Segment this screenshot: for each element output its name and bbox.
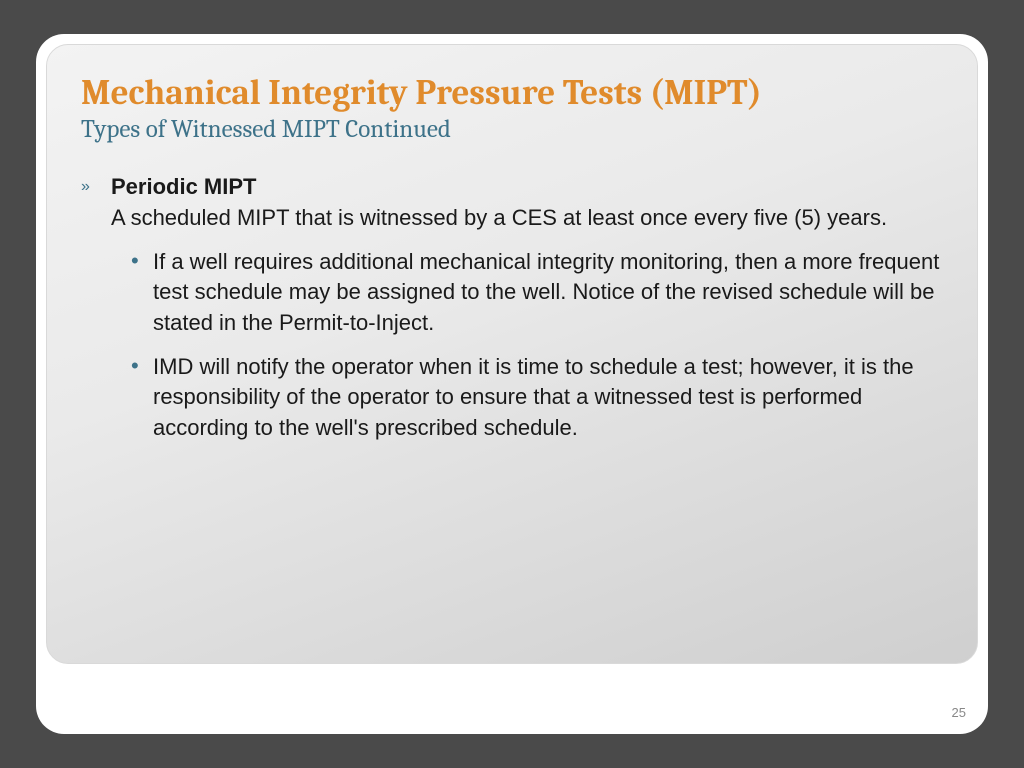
sub-bullet-group: • If a well requires additional mechanic… [131,247,943,443]
bullet-text: If a well requires additional mechanical… [153,247,943,338]
slide-card: Mechanical Integrity Pressure Tests (MIP… [36,34,988,734]
bullet-text: IMD will notify the operator when it is … [153,352,943,443]
bullet-level2: • If a well requires additional mechanic… [131,247,943,338]
bullet-marker-chevron-icon: » [81,172,111,233]
slide-title: Mechanical Integrity Pressure Tests (MIP… [81,73,943,113]
slide-content-panel: Mechanical Integrity Pressure Tests (MIP… [46,44,978,664]
slide-body: » Periodic MIPT A scheduled MIPT that is… [81,172,943,443]
bullet-body: A scheduled MIPT that is witnessed by a … [111,205,887,230]
bullet-level2: • IMD will notify the operator when it i… [131,352,943,443]
bullet-marker-dot-icon: • [131,352,153,443]
bullet-heading: Periodic MIPT [111,174,256,199]
bullet-text: Periodic MIPT A scheduled MIPT that is w… [111,172,943,233]
page-number: 25 [952,705,966,720]
bullet-level1: » Periodic MIPT A scheduled MIPT that is… [81,172,943,233]
bullet-marker-dot-icon: • [131,247,153,338]
slide-subtitle: Types of Witnessed MIPT Continued [81,115,943,144]
